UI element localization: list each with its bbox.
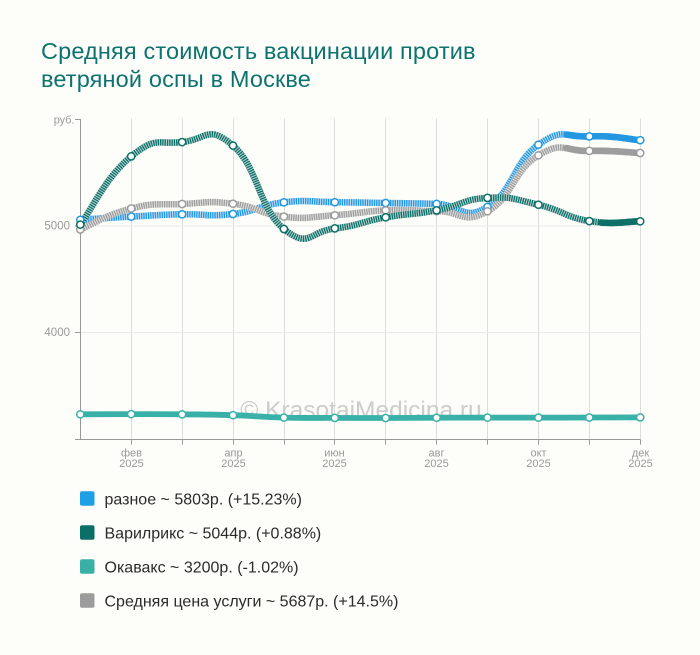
svg-text:2025: 2025: [628, 458, 652, 470]
svg-text:2025: 2025: [526, 458, 550, 470]
svg-text:Средняя стоимость вакцинации п: Средняя стоимость вакцинации против: [41, 38, 476, 64]
svg-text:окт: окт: [530, 448, 546, 460]
svg-text:дек: дек: [632, 448, 650, 460]
svg-text:июн: июн: [324, 448, 344, 460]
svg-text:5000: 5000: [44, 221, 70, 233]
svg-text:2025: 2025: [424, 458, 448, 470]
svg-text:2025: 2025: [119, 458, 143, 470]
svg-text:разное ~ 5803р. (+15.23%): разное ~ 5803р. (+15.23%): [105, 492, 302, 509]
svg-text:апр: апр: [224, 448, 242, 460]
svg-text:4000: 4000: [44, 327, 70, 339]
svg-text:Варилрикс ~ 5044р. (+0.88%): Варилрикс ~ 5044р. (+0.88%): [105, 526, 322, 543]
svg-text:Окавакс ~ 3200р. (-1.02%): Окавакс ~ 3200р. (-1.02%): [105, 560, 299, 577]
svg-text:руб.: руб.: [54, 115, 75, 127]
svg-text:фев: фев: [121, 448, 142, 460]
svg-text:2025: 2025: [322, 458, 346, 470]
svg-text:2025: 2025: [221, 458, 245, 470]
svg-text:авг: авг: [429, 448, 445, 460]
svg-text:ветряной оспы в Москве: ветряной оспы в Москве: [41, 66, 311, 92]
svg-text:Средняя цена услуги ~ 5687р. (: Средняя цена услуги ~ 5687р. (+14.5%): [105, 594, 399, 611]
